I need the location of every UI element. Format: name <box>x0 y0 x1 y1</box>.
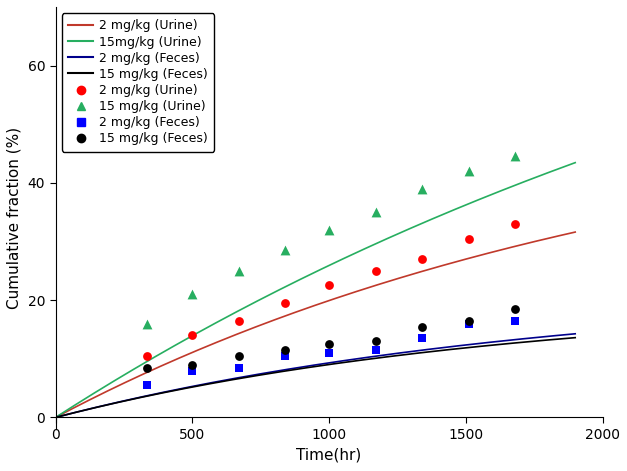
Y-axis label: Cumulative fraction (%): Cumulative fraction (%) <box>7 127 22 309</box>
Point <box>371 209 381 216</box>
Point <box>463 317 473 325</box>
Point <box>234 364 244 371</box>
Point <box>324 282 334 289</box>
Point <box>417 255 427 263</box>
Point <box>280 246 290 254</box>
X-axis label: Time(hr): Time(hr) <box>297 447 362 463</box>
Point <box>510 317 520 325</box>
Point <box>142 352 152 360</box>
Point <box>324 226 334 234</box>
Point <box>371 337 381 345</box>
Point <box>463 235 473 243</box>
Point <box>463 167 473 175</box>
Point <box>187 291 198 298</box>
Point <box>187 367 198 374</box>
Point <box>463 320 473 327</box>
Point <box>510 305 520 313</box>
Point <box>187 361 198 368</box>
Point <box>510 220 520 227</box>
Point <box>417 323 427 330</box>
Point <box>324 349 334 357</box>
Point <box>142 382 152 389</box>
Point <box>510 153 520 160</box>
Point <box>280 346 290 354</box>
Point <box>234 317 244 325</box>
Point <box>417 185 427 193</box>
Point <box>280 299 290 307</box>
Legend: 2 mg/kg (Urine), 15mg/kg (Urine), 2 mg/kg (Feces), 15 mg/kg (Feces), 2 mg/kg (Ur: 2 mg/kg (Urine), 15mg/kg (Urine), 2 mg/k… <box>62 13 214 152</box>
Point <box>234 267 244 275</box>
Point <box>371 267 381 275</box>
Point <box>142 320 152 327</box>
Point <box>417 334 427 342</box>
Point <box>142 364 152 371</box>
Point <box>324 341 334 348</box>
Point <box>371 346 381 354</box>
Point <box>234 352 244 360</box>
Point <box>280 352 290 360</box>
Point <box>187 332 198 339</box>
